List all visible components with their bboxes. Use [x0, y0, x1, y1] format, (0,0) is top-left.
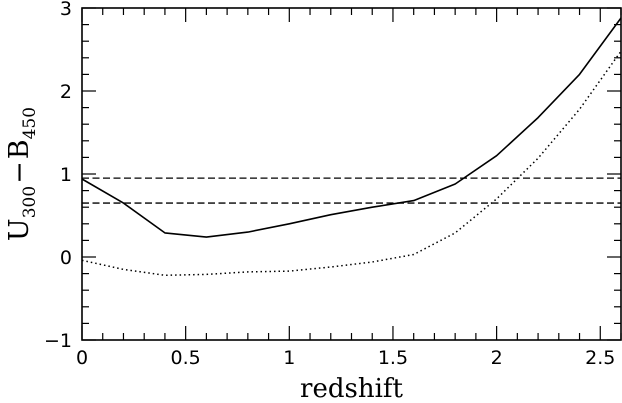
plot-area [81, 17, 622, 277]
y-tick-label: 3 [60, 0, 72, 20]
y-tick-label: 2 [60, 81, 72, 103]
y-tick-label: 1 [60, 164, 72, 186]
axis-ticks [81, 7, 622, 341]
series-line-solid [81, 17, 622, 238]
x-tick-label: 1 [283, 347, 295, 369]
x-tick-label: 0.5 [171, 347, 201, 369]
y-tick-label: −1 [44, 330, 72, 352]
x-tick-label: 2.5 [585, 347, 615, 369]
x-axis-label: redshift [300, 374, 403, 403]
x-tick-label: 2 [491, 347, 503, 369]
plot-frame [81, 7, 622, 341]
y-tick-label: 0 [60, 247, 72, 269]
y-axis-label: U300−B450 [4, 107, 40, 241]
x-tick-label: 0 [76, 347, 88, 369]
series-line-dotted [81, 50, 622, 277]
x-tick-label: 1.5 [378, 347, 408, 369]
